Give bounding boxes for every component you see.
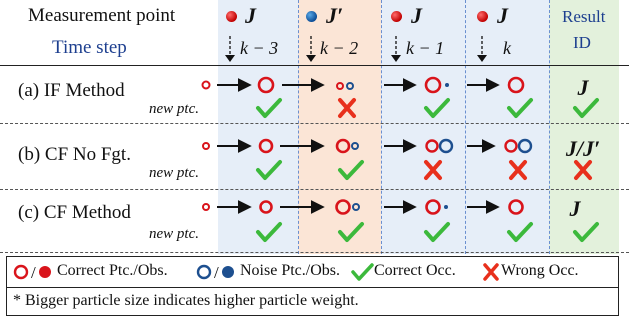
column-divider: [381, 0, 382, 254]
column-symbol: J′: [326, 3, 344, 28]
time-step-value: k − 2: [320, 38, 359, 58]
measurement-dot-icon: [306, 11, 317, 22]
row-sublabel: new ptc.: [149, 165, 199, 181]
time-step-arrows: [225, 36, 487, 62]
svg-text:J/J′: J/J′: [565, 136, 600, 161]
legend-wrong-occ: Wrong Occ.: [501, 262, 579, 279]
column-bg-1: [218, 0, 298, 254]
time-step-value: k: [503, 38, 511, 58]
row-divider: [0, 123, 629, 124]
svg-text:/: /: [31, 263, 36, 282]
legend-note: * Bigger particle size indicates higher …: [13, 292, 359, 309]
measurement-dot-icon: [226, 11, 237, 22]
row-sublabel: new ptc.: [149, 101, 199, 117]
column-divider: [298, 0, 299, 254]
measurement-point-label: Measurement point: [28, 5, 176, 26]
row-label: (b) CF No Fgt.: [18, 144, 131, 165]
time-step-value: k − 1: [406, 38, 445, 58]
legend-symbols: / /: [13, 263, 499, 282]
column-bg-4: [465, 0, 549, 254]
legend-correct-occ: Correct Occ.: [374, 262, 456, 279]
time-step-label: Time step: [52, 37, 127, 58]
row-divider: [0, 189, 629, 190]
column-bg-result: [549, 0, 619, 254]
id-label: ID: [573, 33, 591, 52]
svg-text:/: /: [214, 263, 219, 282]
row-divider: [0, 252, 629, 253]
legend-divider: [7, 287, 618, 288]
legend: / / Correct Ptc./Obs. Noise Ptc./Obs. Co…: [6, 256, 619, 316]
row-sublabel: new ptc.: [149, 226, 199, 242]
svg-text:J: J: [569, 196, 582, 221]
column-symbol: J: [245, 3, 256, 28]
measurement-dot-icon: [391, 11, 402, 22]
legend-correct-ptc: Correct Ptc./Obs.: [57, 262, 168, 279]
row-label: (a) IF Method: [18, 80, 125, 101]
column-divider: [549, 0, 550, 254]
column-divider: [465, 0, 466, 254]
particle-diagram: J J/J′ J: [201, 75, 600, 242]
header-divider: [0, 65, 629, 66]
svg-text:J: J: [577, 75, 590, 100]
result-label: Result: [562, 7, 606, 26]
column-symbol: J: [497, 3, 508, 28]
column-bg-3: [381, 0, 465, 254]
row-label: (c) CF Method: [18, 202, 131, 223]
measurement-dot-icon: [477, 11, 488, 22]
time-step-value: k − 3: [240, 38, 279, 58]
legend-noise-ptc: Noise Ptc./Obs.: [240, 262, 340, 279]
column-symbol: J: [411, 3, 422, 28]
